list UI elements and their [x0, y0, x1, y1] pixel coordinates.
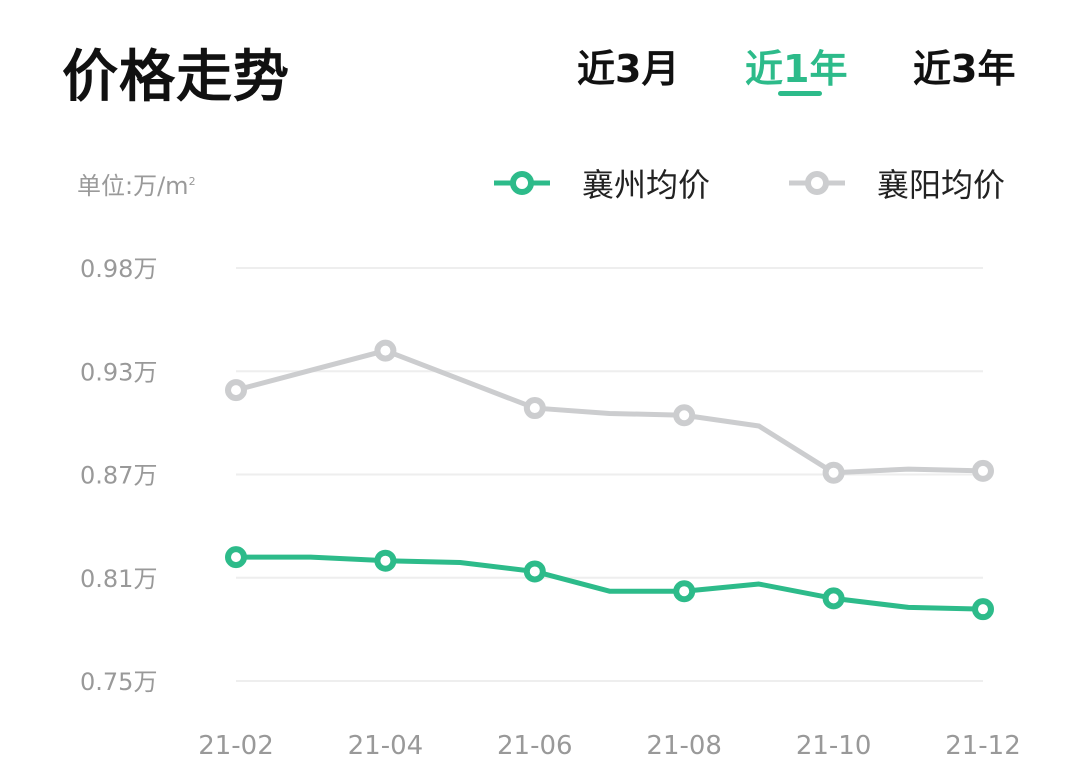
legend-label: 襄阳均价: [877, 166, 1006, 204]
data-point: [673, 404, 696, 427]
tab-3-months[interactable]: 近3月: [577, 47, 680, 91]
data-point: [822, 461, 845, 484]
unit-label: 单位:万/m2: [77, 166, 196, 201]
series-line: [236, 554, 984, 612]
data-point: [374, 339, 397, 362]
data-point: [523, 560, 546, 583]
data-point: [374, 549, 397, 572]
series-line: [235, 348, 984, 476]
unit-superscript: 2: [188, 175, 196, 188]
y-tick-label: 0.93万: [80, 358, 157, 386]
legend-item-xiangyang[interactable]: 襄阳均价: [787, 160, 1005, 206]
legend-marker-gray-icon: [789, 171, 845, 195]
x-tick-label: 21-10: [796, 731, 872, 761]
data-point: [225, 546, 247, 569]
tab-1-year[interactable]: 近1年: [745, 47, 848, 91]
y-tick-label: 0.81万: [80, 565, 157, 593]
active-tab-indicator: [778, 91, 822, 96]
x-tick-label: 21-04: [348, 731, 424, 761]
data-point: [822, 587, 845, 610]
x-tick-label: 21-06: [497, 731, 573, 761]
data-point: [972, 598, 994, 621]
unit-text: 单位:万/m: [77, 172, 189, 200]
x-tick-label: 21-12: [945, 731, 1021, 761]
y-tick-label: 0.98万: [80, 255, 157, 283]
tab-3-years[interactable]: 近3年: [913, 47, 1016, 91]
x-tick-label: 21-08: [646, 731, 722, 761]
legend-item-xiangzhou[interactable]: 襄州均价: [492, 160, 710, 206]
legend-marker-green-icon: [494, 171, 550, 195]
data-point: [523, 397, 546, 420]
data-point: [673, 580, 696, 603]
x-tick-label: 21-02: [198, 731, 274, 761]
data-point: [225, 379, 247, 402]
y-tick-label: 0.75万: [80, 668, 157, 696]
data-point: [972, 459, 994, 482]
y-tick-label: 0.87万: [80, 462, 157, 490]
page-title: 价格走势: [62, 45, 290, 110]
legend-label: 襄州均价: [582, 166, 711, 204]
